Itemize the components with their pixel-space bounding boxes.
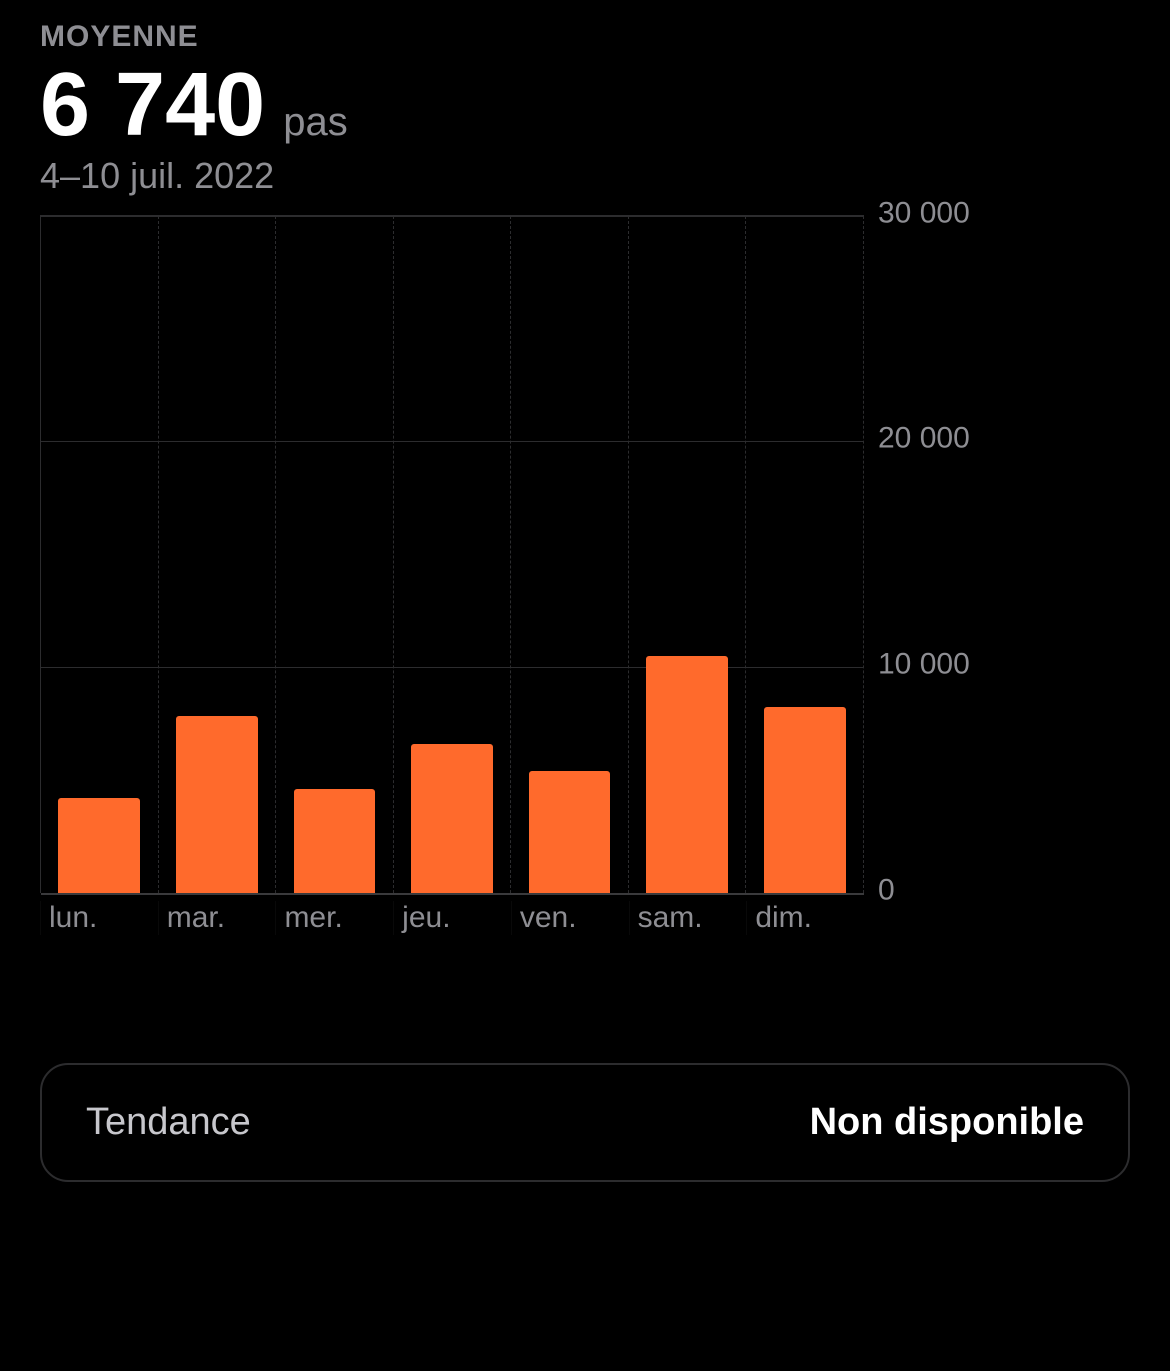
chart-columns	[41, 216, 864, 893]
chart-column[interactable]	[394, 216, 512, 893]
summary-value-row: 6 740 pas	[40, 58, 1130, 153]
summary-header: MOYENNE 6 740 pas 4–10 juil. 2022	[40, 20, 1130, 197]
chart-y-axis-labels: 30 00020 00010 0000	[878, 215, 1078, 893]
chart-bar	[411, 744, 493, 893]
chart-column[interactable]	[746, 216, 864, 893]
summary-date-range: 4–10 juil. 2022	[40, 155, 1130, 197]
chart-column[interactable]	[276, 216, 394, 893]
summary-unit: pas	[283, 100, 348, 145]
chart-column[interactable]	[511, 216, 629, 893]
chart-x-axis-labels: lun.mar.mer.jeu.ven.sam.dim.	[40, 901, 864, 935]
chart-y-label: 20 000	[878, 421, 970, 455]
chart-bar	[529, 771, 611, 893]
chart-column[interactable]	[159, 216, 277, 893]
chart-bar	[58, 798, 140, 893]
chart-bar	[176, 716, 258, 892]
trend-value: Non disponible	[810, 1101, 1084, 1144]
chart-x-label: dim.	[746, 901, 864, 935]
summary-value: 6 740	[40, 58, 265, 153]
chart-y-label: 0	[878, 873, 895, 907]
chart-x-label: lun.	[40, 901, 158, 935]
chart-y-label: 30 000	[878, 196, 970, 230]
chart-x-label: sam.	[629, 901, 747, 935]
steps-weekly-screen: MOYENNE 6 740 pas 4–10 juil. 2022 lun.ma…	[0, 0, 1170, 1371]
chart-bar	[764, 707, 846, 892]
chart-plot-area	[40, 215, 864, 893]
chart-column[interactable]	[41, 216, 159, 893]
chart-gridline	[41, 893, 864, 895]
chart-bar	[294, 789, 376, 893]
chart-x-label: mar.	[158, 901, 276, 935]
summary-metric-label: MOYENNE	[40, 20, 1130, 54]
chart-x-label: jeu.	[393, 901, 511, 935]
trend-label: Tendance	[86, 1101, 251, 1144]
chart-x-label: mer.	[275, 901, 393, 935]
steps-bar-chart[interactable]: lun.mar.mer.jeu.ven.sam.dim. 30 00020 00…	[40, 215, 1130, 955]
trend-card[interactable]: Tendance Non disponible	[40, 1063, 1130, 1182]
chart-bar	[646, 656, 728, 893]
chart-y-label: 10 000	[878, 647, 970, 681]
chart-column[interactable]	[629, 216, 747, 893]
chart-x-label: ven.	[511, 901, 629, 935]
